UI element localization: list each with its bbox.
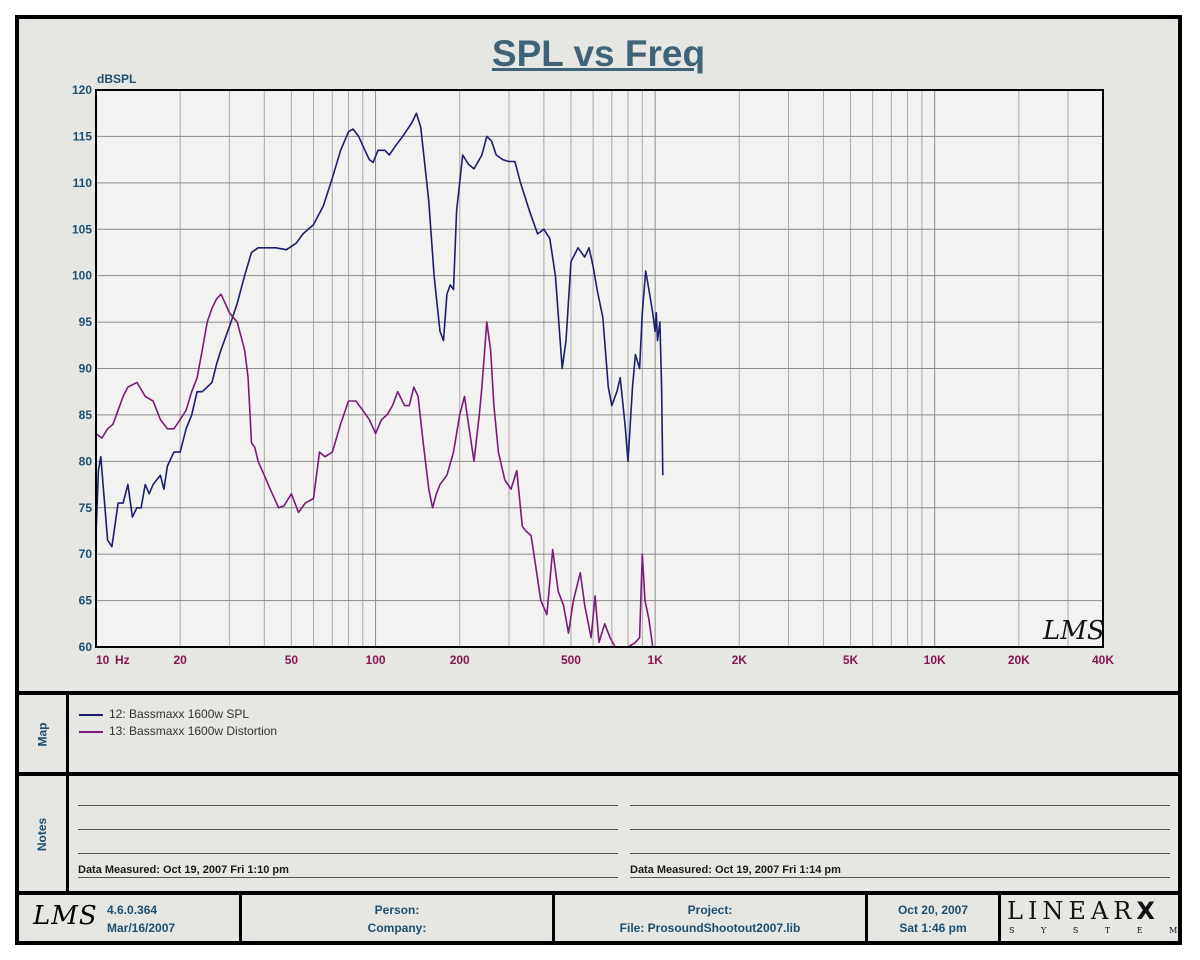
brand-x: X <box>1136 897 1155 925</box>
legend-label: 13: Bassmaxx 1600w Distortion <box>109 724 278 738</box>
y-tick-label: 60 <box>79 640 93 654</box>
brand-wordmark: LINEARX <box>1007 897 1155 925</box>
y-tick-label: 85 <box>79 408 93 422</box>
x-tick-label: 100 <box>366 653 386 667</box>
x-tick-label: 1K <box>647 653 663 667</box>
note-line[interactable] <box>78 853 618 854</box>
divider-line <box>19 691 1178 695</box>
x-tick-label: 20 <box>173 653 187 667</box>
brand-subtitle: S Y S T E M S <box>1009 926 1200 935</box>
legend-panel: Map 12: Bassmaxx 1600w SPL 13: Bassmaxx 1… <box>19 695 1178 772</box>
x-axis-unit: Hz <box>115 653 130 667</box>
note-line[interactable] <box>630 829 1170 830</box>
project-label: Project: <box>687 903 733 917</box>
map-label-text: Map <box>35 722 49 747</box>
x-tick-label: 10 <box>96 653 110 667</box>
y-tick-label: 115 <box>73 129 93 143</box>
y-tick-label: 75 <box>79 501 93 515</box>
footer-version-cell: LMS 4.6.0.364 Mar/16/2007 <box>19 895 239 941</box>
note-measured-left: Data Measured: Oct 19, 2007 Fri 1:10 pm <box>78 864 289 876</box>
linearx-logo: LINEARX S Y S T E M S <box>1001 895 1200 941</box>
footer-date-cell: Oct 20, 2007 Sat 1:46 pm <box>868 895 998 941</box>
y-tick-label: 80 <box>79 454 93 468</box>
version-date: Mar/16/2007 <box>107 921 176 935</box>
divider-line <box>239 895 242 941</box>
report-day-time: Sat 1:46 pm <box>899 921 967 935</box>
brand-text: LINEAR <box>1007 897 1137 925</box>
y-tick-label: 120 <box>72 83 92 97</box>
notes-label-text: Notes <box>35 817 49 852</box>
note-line[interactable] <box>78 829 618 830</box>
report-date: Oct 20, 2007 <box>897 903 969 917</box>
graph-panel: SPL vs Freq LMS 120 115 110 105 100 95 90 85 80 75… <box>19 19 1178 691</box>
note-line[interactable] <box>630 805 1170 806</box>
note-line <box>630 877 1170 878</box>
plot-border <box>95 89 1104 648</box>
y-tick-label: 100 <box>72 269 92 283</box>
map-label: Map <box>19 695 66 772</box>
y-tick-label: 70 <box>79 547 93 561</box>
note-line[interactable] <box>78 805 618 806</box>
x-tick-label: 20K <box>1008 653 1030 667</box>
footer: LMS 4.6.0.364 Mar/16/2007 Person: Compan… <box>19 895 1200 941</box>
report-frame: SPL vs Freq LMS 120 115 110 105 100 95 90 85 80 75… <box>15 15 1200 945</box>
divider-line <box>66 695 69 772</box>
x-tick-label: 50 <box>285 653 299 667</box>
company-label: Company: <box>367 921 427 935</box>
legend-swatch <box>79 714 103 716</box>
footer-person-cell: Person: Company: <box>242 895 552 941</box>
divider-line <box>19 891 1178 895</box>
series-line-1 <box>95 112 664 548</box>
x-tick-label: 2K <box>732 653 748 667</box>
x-tick-label: 40K <box>1092 653 1114 667</box>
person-label: Person: <box>374 903 420 917</box>
y-axis-label: dBSPL <box>97 72 136 86</box>
lms-watermark: LMS <box>1042 616 1105 646</box>
x-tick-label: 500 <box>561 653 581 667</box>
y-tick-label: 65 <box>79 594 93 608</box>
y-tick-label: 110 <box>73 176 93 190</box>
y-tick-label: 90 <box>79 362 93 376</box>
y-tick-label: 95 <box>79 315 93 329</box>
y-tick-label: 105 <box>72 222 92 236</box>
notes-panel: Notes Data Measured: Oct 19, 2007 Fri 1:… <box>19 776 1178 891</box>
x-tick-label: 10K <box>924 653 946 667</box>
divider-line <box>19 772 1178 776</box>
x-tick-label: 200 <box>450 653 470 667</box>
divider-line <box>998 895 1001 941</box>
divider-line <box>552 895 555 941</box>
note-line[interactable] <box>630 853 1170 854</box>
x-tick-label: 5K <box>843 653 859 667</box>
divider-line <box>66 776 69 891</box>
file-name: File: ProsoundShootout2007.lib <box>619 921 801 935</box>
divider-line <box>865 895 868 941</box>
spl-chart: LMS 120 115 110 105 100 95 90 85 80 75 70 65 60 dBSPL 1… <box>72 72 1114 667</box>
series-line-2 <box>95 293 654 648</box>
chart-title: SPL vs Freq <box>491 33 706 74</box>
version-number: 4.6.0.364 <box>107 903 158 917</box>
notes-label: Notes <box>19 776 66 891</box>
legend-swatch <box>79 731 103 733</box>
legend-label: 12: Bassmaxx 1600w SPL <box>109 707 250 721</box>
footer-project-cell: Project: File: ProsoundShootout2007.lib <box>555 895 865 941</box>
note-line <box>78 877 618 878</box>
lms-logo: LMS <box>33 901 98 931</box>
note-measured-right: Data Measured: Oct 19, 2007 Fri 1:14 pm <box>630 864 841 876</box>
